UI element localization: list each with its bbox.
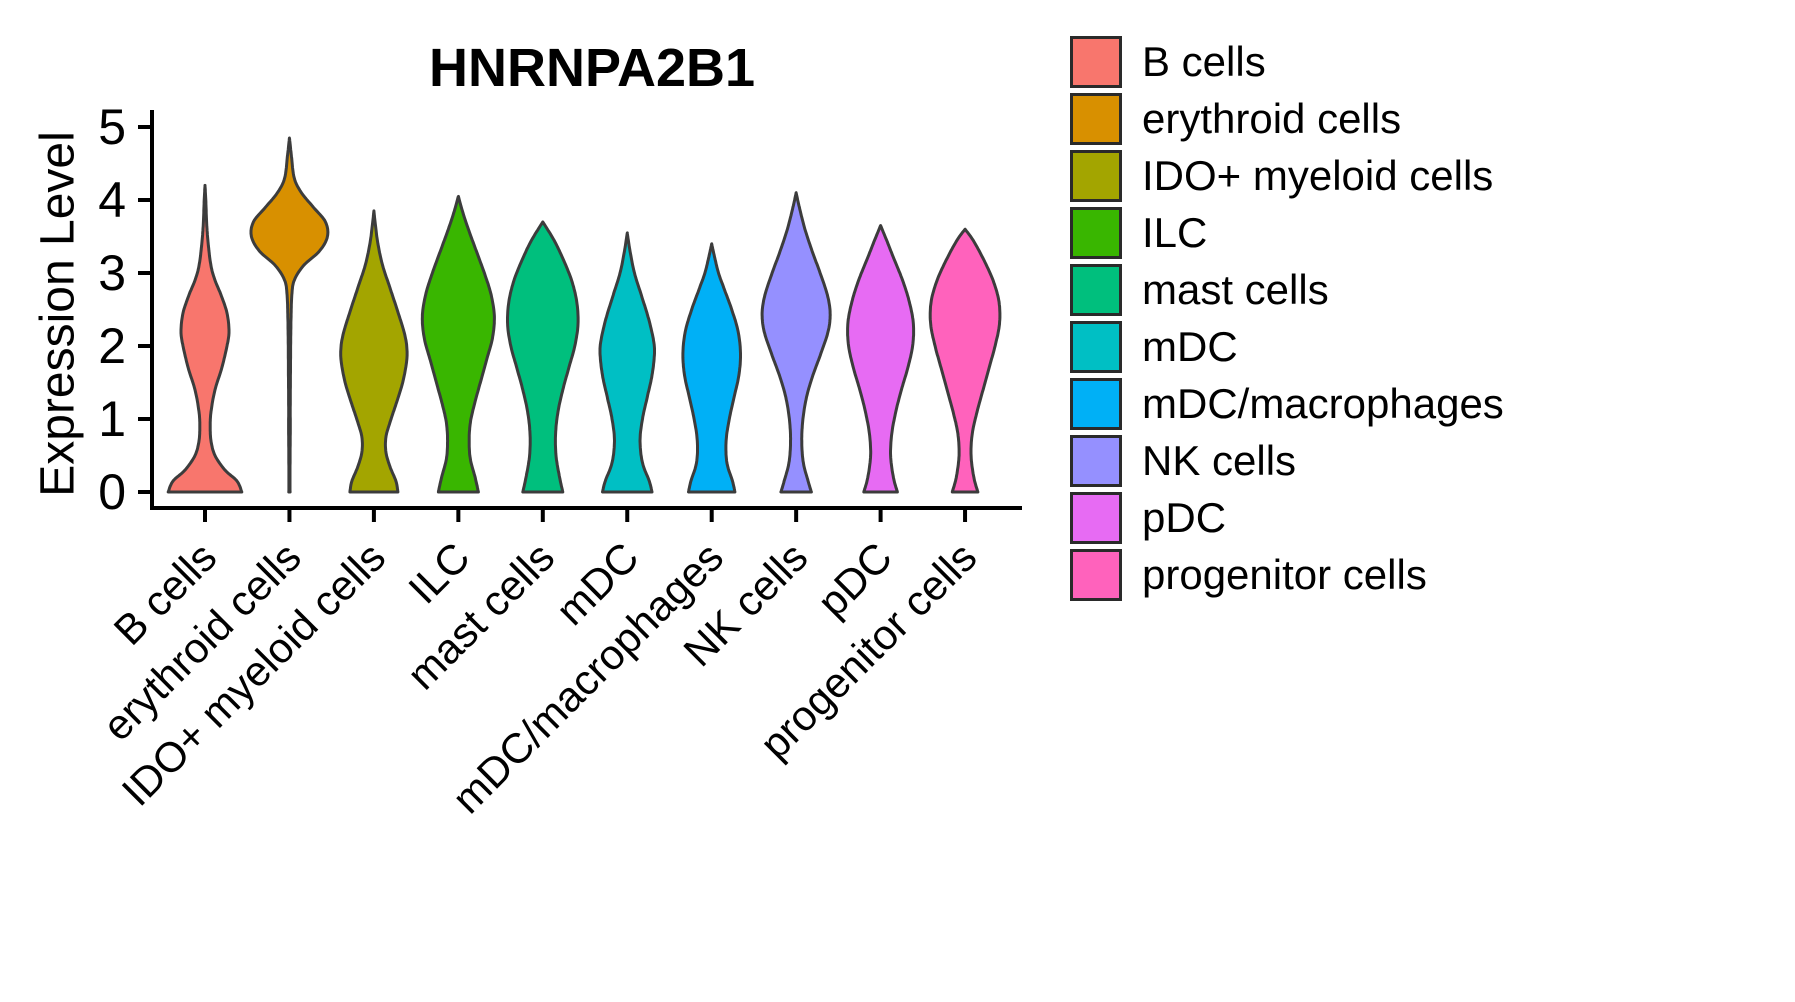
- legend-label: progenitor cells: [1142, 551, 1427, 598]
- y-tick-label: 0: [98, 464, 126, 520]
- legend-item-mdc-macrophages: mDC/macrophages: [1070, 378, 1504, 430]
- legend-swatch-erythroid-cells: [1070, 93, 1122, 145]
- legend-label: erythroid cells: [1142, 95, 1402, 142]
- legend-label: IDO+ myeloid cells: [1142, 152, 1494, 199]
- violin-b-cells: [166, 183, 244, 494]
- legend-label: B cells: [1142, 38, 1266, 85]
- violin-pdc: [846, 224, 916, 494]
- legend-swatch-mdc: [1070, 321, 1122, 373]
- legend-label: ILC: [1142, 209, 1208, 256]
- legend-item-b-cells: B cells: [1070, 36, 1504, 88]
- legend-item-ilc: ILC: [1070, 207, 1504, 259]
- violin-progenitor-cells: [928, 227, 1002, 494]
- legend-label: pDC: [1142, 494, 1227, 541]
- legend-label: mDC: [1142, 323, 1238, 370]
- violin-ilc: [420, 194, 496, 494]
- y-tick-label: 1: [98, 391, 126, 447]
- legend-item-pdc: pDC: [1070, 492, 1504, 544]
- legend-swatch-ido-myeloid-cells: [1070, 150, 1122, 202]
- legend-item-mast-cells: mast cells: [1070, 264, 1504, 316]
- violin-mdc-macrophages: [681, 242, 742, 494]
- legend-swatch-progenitor-cells: [1070, 549, 1122, 601]
- legend-item-erythroid-cells: erythroid cells: [1070, 93, 1504, 145]
- y-tick-label: 5: [98, 99, 126, 155]
- legend: B cells erythroid cells IDO+ myeloid cells…: [1070, 36, 1504, 601]
- legend-label: mDC/macrophages: [1142, 380, 1504, 427]
- legend-item-ido-myeloid-cells: IDO+ myeloid cells: [1070, 150, 1504, 202]
- legend-item-progenitor-cells: progenitor cells: [1070, 549, 1504, 601]
- violin-mdc: [598, 231, 656, 494]
- legend-swatch-b-cells: [1070, 36, 1122, 88]
- y-tick-label: 2: [98, 318, 126, 374]
- y-tick-label: 4: [98, 172, 126, 228]
- violin-mast-cells: [506, 220, 580, 494]
- legend-swatch-mdc-macrophages: [1070, 378, 1122, 430]
- legend-item-mdc: mDC: [1070, 321, 1504, 373]
- chart-title: HNRNPA2B1: [428, 38, 756, 98]
- legend-swatch-pdc: [1070, 492, 1122, 544]
- y-tick-label: 3: [98, 245, 126, 301]
- legend-swatch-mast-cells: [1070, 264, 1122, 316]
- legend-label: NK cells: [1142, 437, 1297, 484]
- violin-nk-cells: [760, 191, 832, 494]
- legend-swatch-ilc: [1070, 207, 1122, 259]
- legend-item-nk-cells: NK cells: [1070, 435, 1504, 487]
- violin-erythroid-cells: [249, 136, 330, 494]
- legend-swatch-nk-cells: [1070, 435, 1122, 487]
- violin-ido-myeloid-cells: [339, 209, 409, 494]
- legend-label: mast cells: [1142, 266, 1329, 313]
